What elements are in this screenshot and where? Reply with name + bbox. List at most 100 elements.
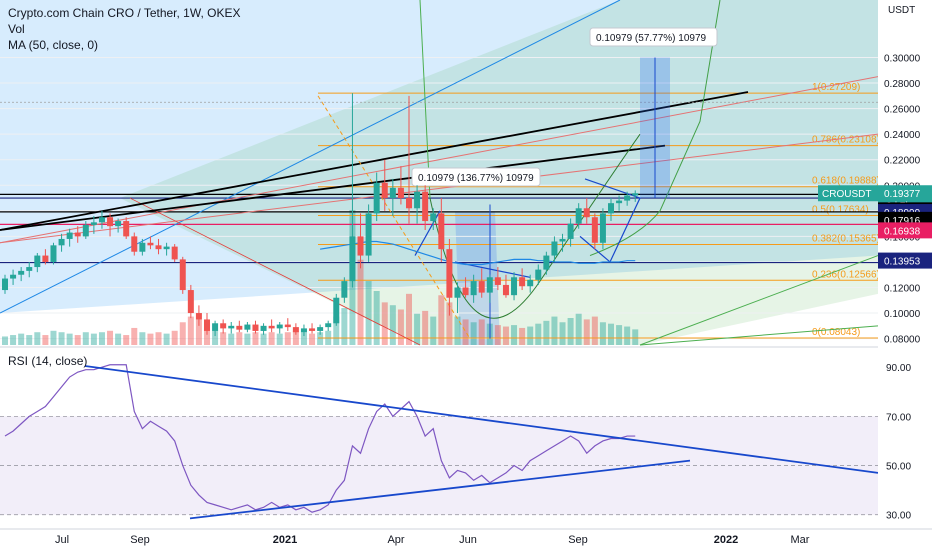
candle-body — [74, 232, 81, 237]
volume-bar — [599, 322, 606, 345]
candle-body — [300, 328, 307, 333]
volume-bar — [155, 332, 162, 345]
candle-body — [123, 221, 130, 237]
volume-bar — [559, 322, 566, 345]
volume-bar — [10, 335, 17, 345]
volume-bar — [179, 322, 186, 345]
candle-body — [414, 191, 421, 209]
rsi-support-trendline — [189, 459, 691, 520]
price-axis-tick: 0.26000 — [884, 105, 921, 116]
volume-bar — [244, 333, 251, 345]
time-axis-tick: Jul — [55, 534, 69, 546]
candle-body — [349, 236, 356, 282]
volume-bar — [357, 259, 364, 345]
candle-body — [212, 323, 219, 331]
volume-bar — [454, 316, 461, 345]
rsi-axis-tick: 70.00 — [886, 412, 911, 423]
volume-bar — [82, 332, 89, 345]
candle-body — [575, 208, 582, 224]
price-axis-tick: 0.12000 — [884, 284, 921, 295]
candle-body — [502, 284, 509, 296]
volume-bar — [98, 332, 105, 345]
volume-bar — [66, 333, 73, 345]
volume-bar — [333, 316, 340, 345]
fib-level-label: 0.382(0.15365) — [812, 234, 880, 245]
candle-body — [195, 313, 202, 320]
volume-bar — [462, 319, 469, 345]
candle-body — [42, 255, 49, 262]
volume-bar — [309, 333, 316, 345]
volume-bar — [535, 323, 542, 345]
candle-body — [252, 324, 259, 331]
candle-body — [406, 198, 412, 209]
volume-bar — [317, 332, 324, 345]
volume-bar — [381, 302, 388, 345]
time-axis-tick: Sep — [130, 534, 150, 546]
candle-body — [163, 246, 170, 250]
measure-box — [589, 27, 718, 47]
volume-bar — [123, 335, 130, 345]
candle-body — [276, 324, 283, 329]
volume-bar — [300, 332, 307, 345]
pitchfork-lower-line — [639, 255, 879, 346]
dashed-line — [317, 95, 471, 339]
volume-bar — [26, 335, 33, 345]
price-axis-tick: 0.28000 — [884, 79, 921, 90]
candle-body — [268, 325, 275, 329]
candle-body — [478, 281, 485, 293]
volume-bar — [228, 333, 235, 345]
candle-body — [357, 236, 364, 256]
candle-body — [438, 213, 445, 250]
candle-body — [373, 182, 380, 214]
pitchfork-lower-line — [639, 325, 879, 346]
fib-level-label: 1(0.27209) — [812, 82, 860, 93]
volume-bar — [131, 327, 138, 345]
level-tag-bg — [878, 252, 932, 269]
candle-body — [430, 213, 437, 222]
candle-body — [147, 242, 154, 246]
level-tag: 0.17916 — [884, 216, 921, 227]
candle-body — [244, 324, 251, 330]
volume-bar — [478, 319, 485, 345]
fib-level-label: 0.618(0.19888) — [812, 176, 880, 187]
candle-body — [220, 323, 227, 329]
rsi-axis-tick: 30.00 — [886, 511, 911, 522]
measure-box-label: 0.10979 (136.77%) 10979 — [418, 173, 534, 184]
volume-bar — [34, 332, 41, 345]
candle-body — [599, 213, 606, 243]
candle-body — [551, 241, 558, 256]
volume-bar — [107, 330, 114, 345]
candle-body — [397, 187, 404, 199]
volume-bar — [397, 309, 404, 345]
candle-body — [632, 193, 639, 196]
measure-box — [411, 167, 541, 187]
volume-bar — [18, 333, 25, 345]
candle-body — [260, 325, 267, 331]
volume-bar — [276, 333, 283, 345]
candle-body — [341, 281, 348, 298]
symbol-tag: CROUSDT — [822, 189, 871, 200]
candle-body — [317, 327, 324, 331]
candle-body — [446, 249, 453, 298]
volume-bar — [74, 335, 81, 345]
volume-bar — [414, 313, 421, 345]
level-tag-bg — [878, 222, 932, 239]
candle-body — [389, 187, 396, 199]
candle-body — [2, 278, 8, 291]
candle-body — [18, 270, 25, 275]
volume-bar — [430, 316, 437, 345]
volume-bar — [406, 293, 412, 345]
candle-body — [535, 269, 542, 280]
volume-bar — [2, 336, 8, 345]
candle-body — [171, 246, 178, 260]
candle-body — [616, 200, 623, 204]
volume-bar — [502, 326, 509, 345]
price-axis-tick: 0.22000 — [884, 156, 921, 167]
volume-bar — [494, 325, 501, 345]
volume-bar — [252, 332, 259, 345]
volume-bar — [632, 329, 639, 345]
price-axis-tick: 0.30000 — [884, 54, 921, 65]
volume-bar — [373, 291, 380, 345]
volume-bar — [58, 332, 65, 345]
